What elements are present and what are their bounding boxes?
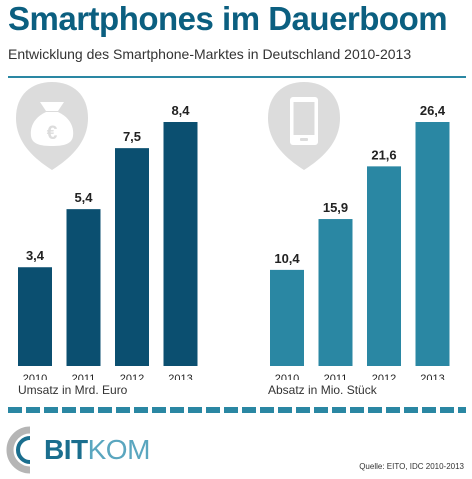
umsatz-chart: 3,4 2010 5,4 2011 7,5 2012 8,4 2013	[18, 103, 198, 380]
absatz-bar-2011	[318, 219, 353, 366]
absatz-tick-label-2010: 2010	[275, 373, 299, 380]
smartphone-icon	[268, 82, 340, 170]
svg-text:€: €	[47, 123, 58, 144]
umsatz-tick-label-2010: 2010	[23, 373, 47, 380]
absatz-tick-label-2012: 2012	[372, 373, 396, 380]
absatz-bar-2010	[270, 269, 304, 366]
page-title: Smartphones im Dauerboom	[8, 0, 448, 37]
absatz-chart: 10,4 2010 15,9 2011 21,6 2012 26,4 2013	[270, 103, 450, 380]
bitkom-logo: BITKOM	[6, 426, 166, 474]
umsatz-value-label-2011: 5,4	[74, 190, 93, 205]
absatz-value-label-2013: 26,4	[420, 103, 446, 118]
absatz-value-label-2011: 15,9	[323, 200, 348, 215]
umsatz-bar-2012	[115, 148, 149, 366]
umsatz-bar-2013	[163, 122, 198, 366]
source-note: Quelle: EITO, IDC 2010-2013	[359, 462, 464, 471]
umsatz-tick-label-2013: 2013	[168, 373, 192, 380]
umsatz-tick-label-2012: 2012	[120, 373, 144, 380]
umsatz-value-label-2012: 7,5	[123, 129, 141, 144]
bitkom-logo-text: BITKOM	[44, 434, 150, 465]
absatz-value-label-2010: 10,4	[274, 251, 300, 266]
money-bag-euro-icon: €	[16, 82, 88, 170]
umsatz-value-label-2010: 3,4	[26, 248, 45, 263]
page-subtitle: Entwicklung des Smartphone-Marktes in De…	[8, 46, 412, 62]
absatz-tick-label-2011: 2011	[324, 373, 348, 380]
umsatz-bar-2010	[18, 267, 52, 366]
dashed-divider	[8, 407, 466, 413]
umsatz-value-label-2013: 8,4	[171, 103, 190, 118]
umsatz-axis-label: Umsatz in Mrd. Euro	[18, 383, 128, 397]
absatz-bar-2012	[367, 166, 401, 366]
bitkom-logo-mark	[6, 426, 31, 474]
absatz-axis-label: Absatz in Mio. Stück	[268, 383, 377, 397]
absatz-bar-2013	[415, 122, 450, 366]
absatz-value-label-2012: 21,6	[371, 147, 396, 162]
umsatz-bar-2011	[66, 209, 101, 366]
absatz-tick-label-2013: 2013	[420, 373, 444, 380]
header-rule	[8, 76, 466, 78]
umsatz-tick-label-2011: 2011	[72, 373, 96, 380]
